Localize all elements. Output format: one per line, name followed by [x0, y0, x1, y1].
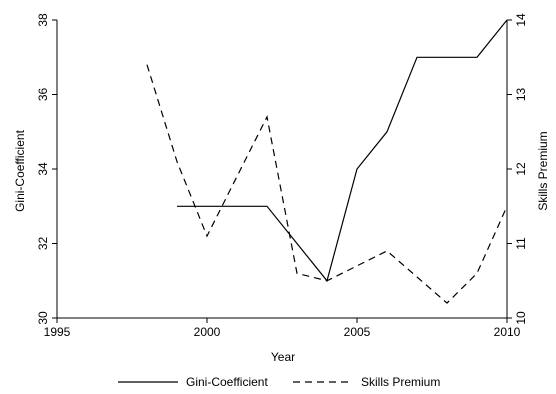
y-right-tick-label: 11 [514, 237, 528, 250]
y-left-tick-label: 34 [36, 162, 50, 176]
y-left-tick-label: 38 [36, 13, 50, 27]
y-axis-right-title: Skills Premium [536, 131, 550, 210]
y-right-tick-label: 14 [514, 13, 528, 27]
x-tick-label: 1995 [44, 325, 71, 339]
legend-label-skills: Skills Premium [361, 375, 440, 389]
legend: Gini-Coefficient Skills Premium [118, 375, 440, 389]
y-left-tick-label: 30 [36, 311, 50, 325]
y-left-tick-label: 32 [36, 237, 50, 251]
x-tick-label: 2005 [344, 325, 371, 339]
legend-label-gini: Gini-Coefficient [186, 375, 268, 389]
axes: 1995 2000 2005 2010 30 32 34 36 38 10 11 12 13 14 [36, 13, 528, 339]
x-axis-title: Year [271, 350, 295, 364]
series-line-gini-coefficient [177, 19, 508, 283]
y-right-tick-label: 12 [514, 162, 528, 176]
x-tick-label: 2010 [494, 325, 521, 339]
y-left-tick-label: 36 [36, 88, 50, 102]
y-right-tick-label: 13 [514, 88, 528, 102]
y-axis-left-title: Gini-Coefficient [13, 129, 27, 211]
plot-area [146, 19, 508, 304]
series-line-skills-premium [146, 64, 508, 304]
x-tick-label: 2000 [194, 325, 221, 339]
y-right-tick-label: 10 [514, 311, 528, 325]
